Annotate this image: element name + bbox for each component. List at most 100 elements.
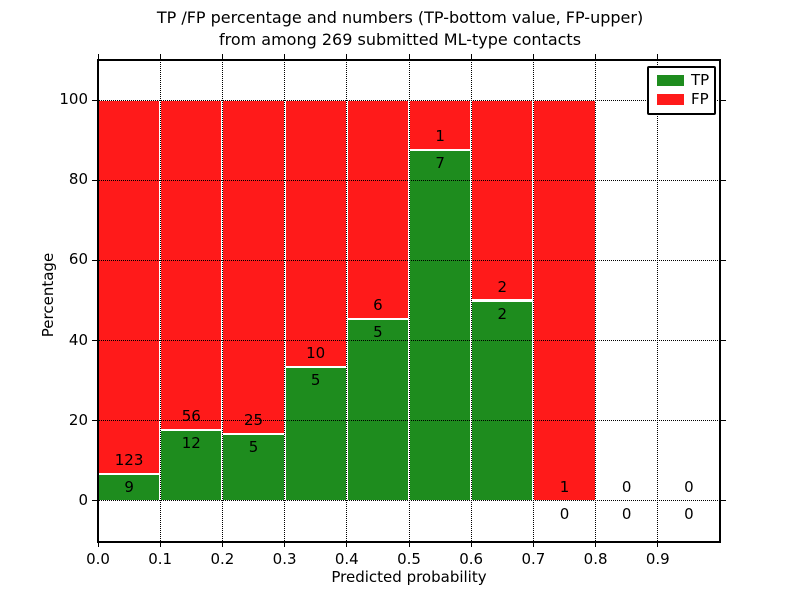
tick-x-top-0.2 (221, 54, 223, 59)
legend-swatch-fp (657, 94, 684, 105)
x-tick-label-0.0: 0.0 (86, 550, 110, 568)
tick-x-top-0.9 (657, 54, 659, 59)
tick-y-left-100 (92, 99, 97, 101)
tick-x-bottom-0.3 (284, 542, 286, 547)
x-tick-label-0.3: 0.3 (272, 550, 297, 568)
bar-tp-bin6 (471, 300, 534, 501)
gridline-y-100 (98, 99, 720, 101)
legend-label-tp: TP (691, 71, 710, 89)
label-tp-count-bin0: 9 (124, 477, 134, 496)
tick-x-top-0.6 (470, 54, 472, 59)
bar-fp-bin0 (98, 100, 161, 474)
tick-x-top-0.7 (532, 54, 534, 59)
bar-tp-bin5 (409, 150, 472, 501)
tick-y-right-100 (721, 99, 726, 101)
x-tick-label-0.4: 0.4 (334, 550, 359, 568)
legend-entry-tp: TP (649, 71, 714, 90)
label-tp-count-bin4: 5 (373, 322, 383, 341)
x-tick-label-0.1: 0.1 (148, 550, 173, 568)
y-tick-label-80: 80 (68, 170, 88, 189)
legend: TP FP (647, 66, 716, 115)
label-tp-count-bin1: 12 (181, 434, 201, 453)
y-tick-label-100: 100 (59, 90, 88, 109)
tick-x-top-0.5 (408, 54, 410, 59)
tick-y-right-20 (721, 420, 726, 422)
tick-x-bottom-0.7 (532, 542, 534, 547)
tick-y-right-80 (721, 179, 726, 181)
tick-x-bottom-0.4 (346, 542, 348, 547)
label-tp-count-bin9: 0 (684, 504, 694, 523)
chart-title-line2: from among 269 submitted ML-type contact… (218, 29, 582, 49)
tick-y-left-0 (92, 500, 97, 502)
tick-x-bottom-0.0 (97, 542, 99, 547)
tick-x-bottom-0.1 (159, 542, 161, 547)
label-fp-count-bin4: 6 (373, 295, 383, 314)
label-tp-count-bin2: 5 (248, 438, 259, 457)
x-tick-label-0.8: 0.8 (583, 550, 608, 568)
tick-x-top-0.8 (595, 54, 597, 59)
bar-fp-bin7 (533, 100, 596, 501)
gridline-y-80 (98, 179, 720, 181)
chart-title: TP /FP percentage and numbers (TP-bottom… (0, 7, 800, 50)
bar-fp-bin3 (284, 100, 347, 368)
tick-x-top-0.4 (346, 54, 348, 59)
bar-fp-bin6 (471, 100, 534, 301)
label-fp-count-bin3: 10 (306, 344, 326, 363)
x-tick-label-0.6: 0.6 (459, 550, 484, 568)
label-fp-count-bin5: 1 (435, 127, 445, 146)
label-fp-count-bin6: 2 (497, 277, 508, 296)
bar-fp-bin2 (222, 100, 285, 435)
gridline-y-60 (98, 259, 720, 261)
tick-y-left-20 (92, 420, 97, 422)
tick-y-right-60 (721, 259, 726, 261)
bar-tp-bin0 (98, 473, 161, 501)
y-axis-label: Percentage (39, 252, 57, 338)
y-tick-label-40: 40 (68, 330, 88, 349)
gridline-x-0.1 (159, 60, 161, 541)
label-fp-count-bin2: 25 (243, 411, 264, 430)
gridline-y-0 (98, 500, 720, 502)
gridline-x-0.2 (221, 60, 223, 541)
label-fp-count-bin1: 56 (181, 407, 201, 426)
y-tick-label-60: 60 (68, 250, 88, 269)
tick-x-bottom-0.9 (657, 542, 659, 547)
bar-fp-bin4 (346, 100, 409, 319)
label-fp-count-bin0: 123 (114, 450, 144, 469)
tick-x-bottom-0.2 (221, 542, 223, 547)
gridline-x-0.5 (408, 60, 410, 541)
bar-fp-bin5 (409, 100, 472, 151)
tick-y-left-60 (92, 259, 97, 261)
y-tick-label-20: 20 (68, 410, 88, 429)
bar-tp-bin3 (284, 367, 347, 501)
legend-label-fp: FP (691, 90, 709, 108)
x-tick-label-0.5: 0.5 (397, 550, 421, 568)
tick-y-right-40 (721, 340, 726, 342)
x-tick-label-0.2: 0.2 (210, 550, 235, 568)
label-tp-count-bin7: 0 (559, 504, 570, 523)
legend-swatch-tp (657, 75, 684, 86)
gridline-x-0.3 (284, 60, 286, 541)
gridline-x-0.4 (346, 60, 348, 541)
y-tick-label-0: 0 (78, 490, 88, 509)
gridline-x-0.6 (470, 60, 472, 541)
x-tick-label-0.9: 0.9 (645, 550, 670, 568)
tick-x-bottom-0.5 (408, 542, 410, 547)
bar-tp-bin2 (222, 434, 285, 501)
label-fp-count-bin8: 0 (621, 477, 632, 496)
gridline-y-20 (98, 420, 720, 422)
label-tp-count-bin3: 5 (310, 371, 321, 390)
tick-x-top-0.1 (159, 54, 161, 59)
gridline-x-0.7 (532, 60, 534, 541)
chart-title-line1: TP /FP percentage and numbers (TP-bottom… (156, 8, 644, 27)
x-axis-label: Predicted probability (331, 568, 487, 586)
tick-x-bottom-0.8 (595, 542, 597, 547)
tick-x-top-0.0 (97, 54, 99, 59)
label-fp-count-bin9: 0 (684, 477, 694, 496)
tick-y-left-80 (92, 179, 97, 181)
gridline-x-0.8 (595, 60, 597, 541)
legend-entry-fp: FP (649, 90, 714, 109)
tick-x-bottom-0.6 (470, 542, 472, 547)
x-tick-label-0.7: 0.7 (521, 550, 546, 568)
bar-fp-bin1 (160, 100, 223, 431)
